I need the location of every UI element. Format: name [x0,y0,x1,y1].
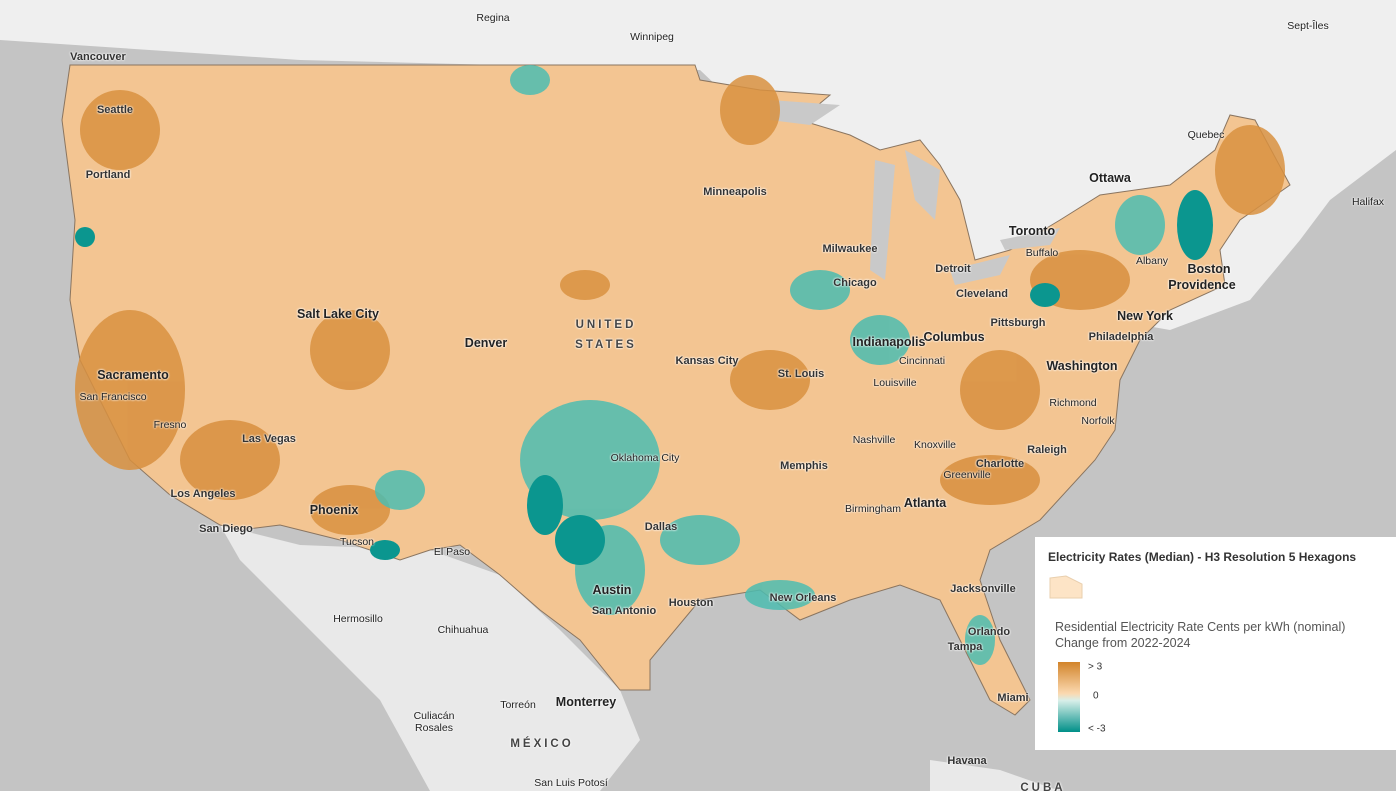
color-ramp [1058,662,1080,732]
place-label: Albany [1135,255,1169,267]
ramp-label: > 3 [1088,662,1103,673]
place-label: Philadelphia [1088,331,1154,343]
place-label: Denver [464,336,508,350]
place-label: Ottawa [1089,171,1131,185]
place-label: Halifax [1351,196,1385,208]
place-label: Oklahoma City [610,452,680,464]
place-label: UNITED STATES [575,319,637,351]
ramp-label: 0 [1093,691,1099,702]
legend-subtitle: Residential Electricity Rate Cents per k… [1055,620,1346,650]
place-label: Fresno [153,419,187,431]
place-label: New Orleans [769,592,837,604]
place-label: Monterrey [555,695,617,709]
place-label: Providence [1168,278,1236,292]
place-label: Chicago [833,277,877,289]
place-label: Richmond [1049,397,1097,409]
place-label: Kansas City [675,355,739,367]
place-label: Seattle [96,104,134,116]
place-label: Boston [1187,262,1231,276]
place-label: Greenville [943,469,991,481]
place-label: Louisville [873,377,917,389]
legend: Electricity Rates (Median) - H3 Resoluti… [1035,537,1396,750]
place-label: Toronto [1008,224,1056,238]
place-label: Winnipeg [630,31,674,43]
place-label: Houston [668,597,714,609]
place-label: Quebec [1187,129,1225,141]
place-label: Detroit [935,263,971,275]
place-label: Los Angeles [170,488,236,500]
legend-title: Electricity Rates (Median) - H3 Resoluti… [1048,550,1357,564]
place-label: Sacramento [97,368,169,382]
place-label: Buffalo [1025,247,1059,259]
place-label: Nashville [852,434,896,446]
place-label: Raleigh [1027,444,1067,456]
place-label: Memphis [780,460,828,472]
place-label: Miami [997,692,1029,704]
place-label: Regina [476,12,510,24]
place-label: Knoxville [913,439,957,451]
place-label: Sept-Îles [1287,20,1329,32]
place-label: Phoenix [309,503,359,517]
place-label: Vancouver [70,51,126,63]
place-label: Culiacán Rosales [413,710,455,734]
place-label: Havana [947,755,987,767]
place-label: Hermosillo [333,613,383,625]
place-label: Birmingham [844,503,902,515]
place-label: Minneapolis [703,186,767,198]
strong-decrease-areas [75,190,1213,565]
place-label: MÉXICO [510,738,574,750]
place-label: Salt Lake City [297,307,379,321]
place-label: San Diego [199,523,253,535]
place-label: Columbus [923,330,985,344]
place-label: Atlanta [903,496,947,510]
place-label: Cleveland [956,288,1008,300]
place-label: Norfolk [1081,415,1115,427]
place-label: San Francisco [79,391,147,403]
place-label: Charlotte [975,458,1025,470]
place-label: Orlando [967,626,1011,638]
place-label: Portland [85,169,131,181]
cuba-land [930,760,1060,791]
place-label: New York [1117,309,1173,323]
place-label: Milwaukee [822,243,878,255]
place-label: St. Louis [777,368,825,380]
place-label: Cincinnati [898,355,946,367]
place-label: Tampa [947,641,983,653]
place-label: San Antonio [591,605,657,617]
place-label: San Luis Potosí [534,777,608,789]
place-label: Chihuahua [437,624,489,636]
ramp-label: < -3 [1088,724,1106,735]
place-label: El Paso [433,546,471,558]
place-label: Torreón [500,699,536,711]
place-label: Indianapolis [852,335,926,349]
place-label: Pittsburgh [990,317,1046,329]
place-label: Dallas [644,521,678,533]
place-label: Austin [592,583,632,597]
legend-swatch [1049,575,1083,599]
place-label: Jacksonville [950,583,1016,595]
place-label: CUBA [1020,782,1066,791]
legend-ramp: > 3 0 < -3 [1058,662,1106,735]
mexico-land [220,525,640,791]
great-lakes [770,100,1060,285]
place-label: Las Vegas [242,433,296,445]
place-label: Tucson [339,536,375,548]
us-land [61,64,1291,716]
place-label: Washington [1046,359,1118,373]
